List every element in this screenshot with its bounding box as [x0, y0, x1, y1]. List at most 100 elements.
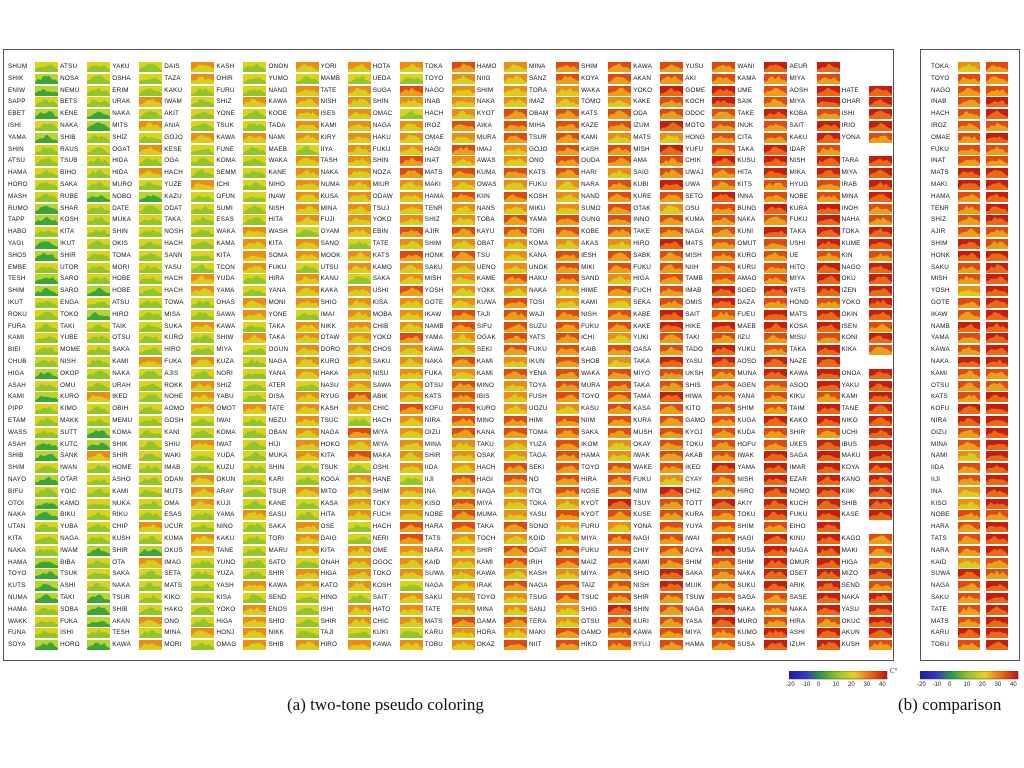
station-cell: BIKU	[60, 509, 111, 521]
station-thumbnail	[191, 368, 215, 379]
station-label: EMBE	[8, 263, 27, 271]
station-cell: TOSI	[529, 297, 580, 309]
station-label: TOKU	[737, 511, 756, 519]
station-thumbnail	[660, 286, 684, 297]
comparison-cell: NARA	[931, 545, 1015, 557]
station-cell: AOMO	[164, 403, 215, 415]
station-cell: SHIB	[112, 604, 163, 616]
station-cell: IDAR	[790, 144, 841, 156]
station-cell: ONON	[269, 61, 320, 73]
station-label: NOSH	[164, 228, 184, 236]
station-thumbnail	[764, 85, 788, 96]
station-label: HIGA	[8, 369, 25, 377]
station-thumbnail	[608, 463, 632, 474]
station-label: TAKA	[737, 145, 755, 153]
station-cell: MATS	[790, 309, 841, 321]
station-cell: HAMO	[477, 61, 528, 73]
station-thumbnail	[399, 640, 423, 651]
station-label: TOBA	[476, 216, 495, 224]
station-label: KIKA	[841, 346, 857, 354]
station-label: EBET	[8, 110, 26, 118]
station-thumbnail	[87, 121, 111, 131]
station-label: KURO	[476, 405, 496, 413]
station-cell: FUNE	[216, 144, 267, 156]
station-thumbnail	[399, 239, 423, 249]
station-label: KOYA	[581, 74, 599, 82]
station-label: MAKK	[60, 417, 79, 424]
station-cell: OMIS	[685, 297, 736, 309]
station-thumbnail	[243, 156, 267, 167]
comparison-thumbnail-b	[986, 534, 1008, 544]
station-label: HOTA	[372, 63, 391, 70]
comparison-cell: TOKA	[931, 61, 1015, 73]
station-cell: ODAT	[164, 203, 215, 215]
station-cell: SEKI	[477, 344, 528, 356]
station-cell: KUMA	[685, 214, 736, 226]
station-cell: TAKA	[269, 321, 320, 333]
station-label: MOTO	[685, 122, 705, 129]
station-thumbnail	[295, 357, 319, 367]
station-thumbnail	[660, 239, 684, 249]
station-label: MAKA	[372, 452, 392, 460]
station-cell: OTAK	[633, 203, 684, 215]
station-cell: KAMO	[373, 262, 424, 274]
station-label: NO	[529, 476, 539, 483]
station-thumbnail	[712, 239, 736, 249]
station-cell: IIDA	[425, 462, 476, 474]
station-label: SHIM	[581, 63, 598, 70]
station-thumbnail	[816, 191, 840, 202]
station-cell: ODOC	[685, 108, 736, 120]
station-thumbnail	[139, 604, 163, 615]
station-cell: HIGA	[842, 557, 893, 569]
station-cell: NISH	[60, 356, 111, 368]
station-cell: HAMA	[8, 167, 59, 179]
station-label: IWAM	[164, 98, 183, 106]
station-cell: SHOS	[8, 250, 59, 262]
station-thumbnail	[660, 604, 684, 615]
station-cell: SHIR	[321, 616, 372, 628]
station-cell: ATSU	[8, 155, 59, 167]
station-label: YENA	[529, 369, 547, 377]
station-label: UWAJ	[685, 169, 704, 177]
station-label: SUWA	[424, 570, 445, 578]
comparison-thumbnail-b	[986, 156, 1008, 167]
station-thumbnail	[556, 604, 579, 615]
station-thumbnail	[608, 227, 632, 238]
station-cell: HOBE	[112, 285, 163, 297]
station-cell: HOKO	[321, 439, 372, 451]
station-thumbnail	[503, 73, 527, 84]
station-thumbnail	[87, 569, 111, 580]
station-thumbnail	[712, 73, 736, 84]
station-cell: OIZU	[425, 427, 476, 439]
station-cell: MINA	[164, 627, 215, 639]
station-cell: MATS	[425, 616, 476, 628]
station-thumbnail	[347, 522, 371, 533]
station-label: YAMA	[424, 334, 443, 342]
station-label: KOGA	[320, 476, 340, 483]
station-cell: MIYO	[633, 368, 684, 380]
station-label: OGOC	[372, 558, 393, 566]
station-thumbnail	[243, 62, 267, 72]
station-label: NAHA	[841, 216, 860, 224]
station-thumbnail	[868, 545, 892, 556]
station-cell: HIGA	[8, 368, 59, 380]
station-label: NAKA	[112, 369, 131, 377]
station-cell: KUSE	[633, 509, 684, 521]
station-label: TAKE	[633, 228, 650, 236]
station-thumbnail	[503, 392, 527, 403]
station-thumbnail	[608, 368, 632, 379]
station-thumbnail	[295, 380, 319, 391]
station-cell: KAMA	[737, 73, 788, 85]
station-label: FUKU	[789, 511, 808, 519]
station-label: ISEN	[841, 322, 858, 330]
station-cell: NAGA	[373, 120, 424, 132]
station-label: HIWA	[685, 393, 703, 401]
station-thumbnail	[868, 498, 892, 509]
station-label: NISH	[581, 310, 597, 318]
comparison-thumbnail-a	[958, 85, 980, 96]
station-cell: KANI	[164, 427, 215, 439]
station-thumbnail	[608, 404, 632, 415]
station-thumbnail	[35, 97, 58, 108]
station-thumbnail	[451, 227, 475, 238]
station-label: YOKO	[372, 334, 392, 342]
